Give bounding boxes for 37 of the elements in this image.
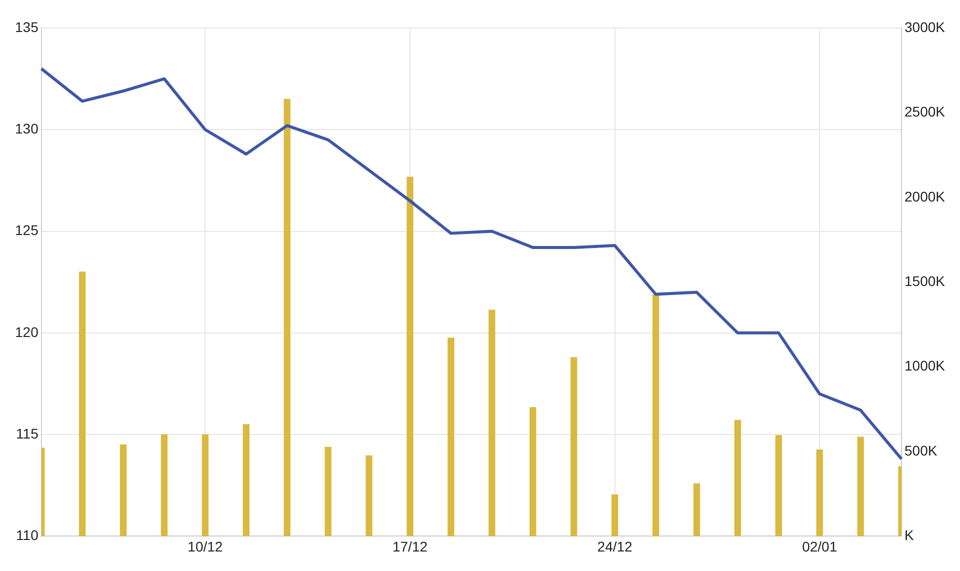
bar xyxy=(242,424,250,536)
x-tick-label: 17/12 xyxy=(392,538,428,554)
bar xyxy=(530,407,536,536)
bar xyxy=(652,294,660,536)
bar xyxy=(857,436,864,536)
y-tick-label: 125 xyxy=(15,222,39,238)
bar xyxy=(734,420,742,536)
bar xyxy=(448,338,454,536)
y2-tick-label: K xyxy=(904,527,915,544)
y-tick-label: 115 xyxy=(16,425,39,442)
y-tick-label: 130 xyxy=(15,120,39,136)
bar xyxy=(611,494,618,536)
x-tick-label: 10/12 xyxy=(188,538,223,554)
bar xyxy=(120,444,127,536)
y2-tick-label: 500K xyxy=(904,442,938,458)
bar xyxy=(324,446,332,536)
bar xyxy=(284,98,290,536)
y2-tick-label: 2000K xyxy=(904,188,946,204)
bar xyxy=(202,434,209,536)
y-tick-label: 135 xyxy=(15,18,39,35)
bar xyxy=(570,357,578,536)
x-tick-label: 24/12 xyxy=(597,538,633,554)
bar xyxy=(488,310,496,536)
bar xyxy=(366,455,372,536)
bar xyxy=(78,272,86,536)
y2-tick-label: 1500K xyxy=(904,272,946,289)
y-tick-label: 110 xyxy=(16,527,39,544)
y2-tick-label: 2500K xyxy=(904,104,946,120)
y2-tick-label: 1000K xyxy=(904,358,946,374)
y2-tick-label: 3000K xyxy=(904,18,946,35)
y-tick-label: 120 xyxy=(15,324,39,340)
bar xyxy=(775,435,782,536)
bar xyxy=(406,176,414,536)
bar xyxy=(693,483,700,536)
bar xyxy=(816,449,823,536)
bar xyxy=(160,434,168,536)
x-tick-label: 02/01 xyxy=(802,538,838,554)
